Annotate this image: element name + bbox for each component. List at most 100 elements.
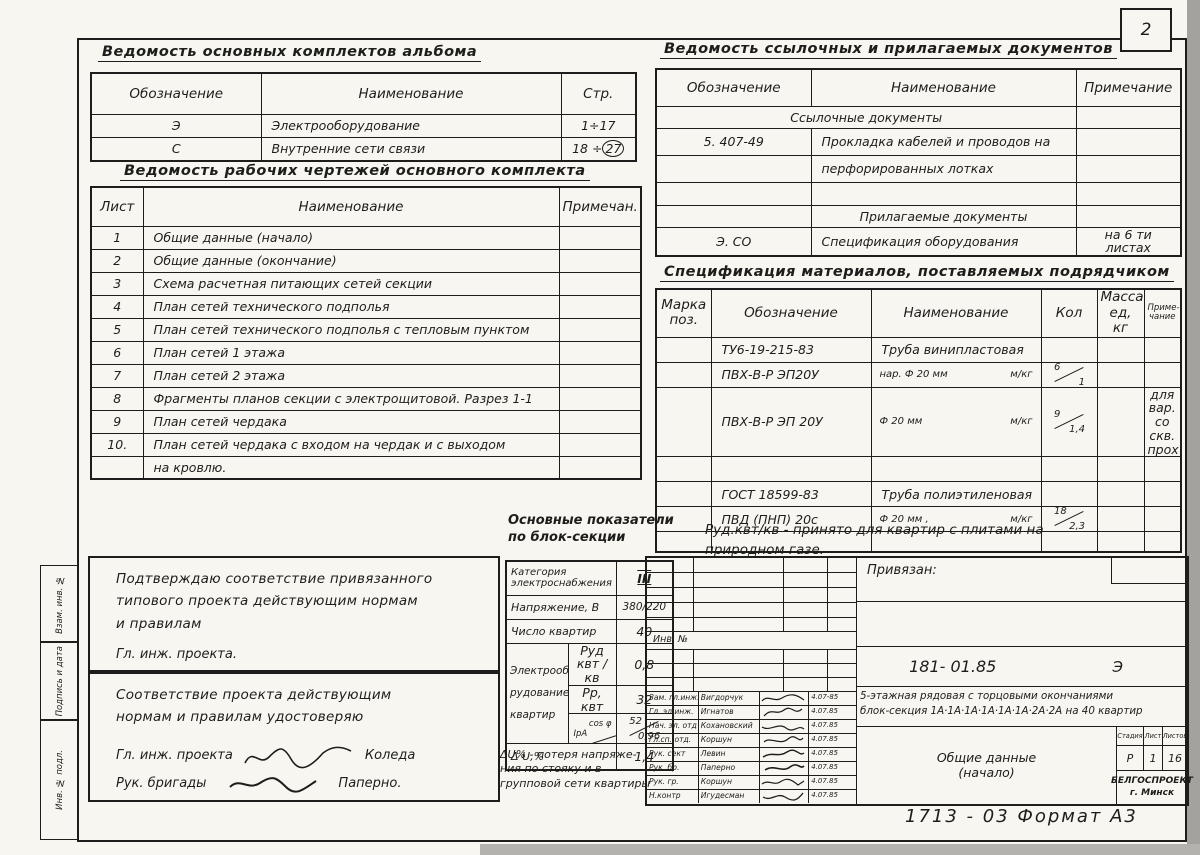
materials-table: Марка поз. Обозначение Наименование Кол … — [655, 288, 1182, 553]
col-header: Обозначение — [655, 68, 812, 107]
table-row: 6 План сетей 1 этажа — [90, 340, 642, 365]
table-row: Э Электрооборудование 1÷17 — [90, 113, 637, 138]
privyazan-label: Привязан: — [867, 563, 937, 578]
signature-row: Рук. бр. Паперно 4.07.85 — [647, 762, 856, 776]
title-block-grid: Инв. № Зам. гл.инж. Вигдорчук 4.07-85 Гл.… — [647, 558, 857, 804]
section-row: Ссылочные документы — [655, 105, 1182, 129]
table-row — [655, 531, 1182, 553]
stage-header: Листов — [1162, 732, 1188, 740]
signature-row: Гл. эл.инж. Игнатов 4.07.85 — [647, 706, 856, 720]
margin-label: Взам. инв. № — [54, 574, 65, 634]
table-row: С Внутренние сети связи 18 ÷ 27 — [90, 136, 637, 162]
stage-value: Р — [1117, 746, 1144, 770]
sheets-total-value: 16 — [1168, 751, 1182, 765]
worklist-table: Лист Наименование Примечан. 1 Общие данны… — [90, 186, 642, 480]
col-header: Примечан. — [558, 186, 642, 227]
section-label: Ссылочные документы — [655, 105, 1077, 129]
refdocs-table: Обозначение Наименование Примечание Ссыл… — [655, 68, 1182, 257]
refdocs-title: Ведомость ссылочных и прилагаемых докуме… — [660, 41, 1117, 59]
sheet-number: 2 — [1140, 20, 1152, 40]
col-header: Наименование — [810, 68, 1077, 107]
signature-icon — [763, 749, 805, 758]
quantity-fraction: 18 2,3 — [1054, 506, 1085, 532]
scan-edge-right — [1187, 0, 1200, 855]
ipa-cos-value: 52 0,96 — [629, 715, 661, 742]
table-row: Э. СО Спецификация оборудования на 6 ти ли… — [655, 226, 1182, 257]
empty-row — [857, 602, 1187, 647]
table-row: 10. План сетей чердака с входом на чердак… — [90, 432, 642, 457]
project-code: 181- 01.85 — [909, 657, 997, 676]
section-row: Прилагаемые документы — [655, 204, 1182, 228]
table-row: 5 План сетей технического подполья с тепл… — [90, 317, 642, 342]
title-block: Инв. № Зам. гл.инж. Вигдорчук 4.07-85 Гл.… — [645, 556, 1193, 806]
signature-row: Нач. эл. отд Кохановский 4.07.85 — [647, 720, 856, 734]
rud-note: Руд.квт/кв - принято для квартир с плита… — [705, 522, 1044, 559]
attestation-box-2: Соответствие проекта действующим нормам … — [88, 672, 500, 802]
table-row: 1 Общие данные (начало) — [90, 225, 642, 250]
col-header: Наименование — [142, 186, 560, 227]
materials-title: Спецификация материалов, поставляемых по… — [660, 264, 1174, 282]
table-row: ПВД (ПНП) 20с Ф 20 мм , м/кг 18 2,3 — [655, 506, 1182, 533]
organization: БЕЛГОСПРОЕКТ г. Минск — [1111, 776, 1193, 798]
signature-row: Н.контр Игудесман 4.07.85 — [647, 790, 856, 803]
attestation-box-1: Подтверждаю соответствие привязанного ти… — [88, 556, 500, 672]
signature-row: Рук. гр. Коршун 4.07.85 — [647, 776, 856, 790]
table-row: ТУ6-19-215-83 Труба винипластовая — [655, 336, 1182, 363]
col-header: Примечание — [1075, 68, 1182, 107]
du-note: ΔU% - потеря напряже- ния по стояку и в … — [500, 748, 651, 790]
col-header: Обозначение — [90, 72, 262, 115]
col-header: Наименование — [260, 72, 562, 115]
indicators-title: Основные показатели по блок-секции — [508, 513, 674, 545]
table-row: на кровлю. — [90, 455, 642, 480]
table-row: перфорированных лотках — [655, 154, 1182, 183]
signature-icon — [761, 694, 805, 702]
table-row — [655, 456, 1182, 483]
project-description: 5-этажная рядовая с торцовыми окончаниям… — [857, 687, 1187, 727]
format-note: 1713 - 03 Формат А3 — [905, 806, 1138, 827]
album-table: Обозначение Наименование Стр. Э Электроо… — [90, 72, 637, 162]
quantity-fraction: 9 1,4 — [1054, 408, 1085, 435]
table-row: ГОСТ 18599-83 Труба полиэтиленовая — [655, 481, 1182, 508]
signature-row: Гл.сп. отд. Коршун 4.07.85 — [647, 734, 856, 748]
signature-row: Зам. гл.инж. Вигдорчук 4.07-85 — [647, 692, 856, 706]
category-value: III — [637, 570, 652, 586]
table-row: ПВХ-В-Р ЭП 20У Ф 20 мм м/кг 9 1,4 для вар.… — [655, 386, 1182, 458]
margin-box-inv: Инв. № подл. — [40, 719, 79, 840]
set-mark: Э — [1112, 657, 1123, 676]
signature-icon — [764, 707, 803, 717]
scan-edge-bottom — [480, 844, 1200, 855]
margin-box-vzam: Взам. инв. № — [40, 565, 79, 643]
table-row: 2 Общие данные (окончание) — [90, 248, 642, 273]
inv-no-label: Инв. № — [647, 632, 856, 650]
signature-icon — [765, 764, 806, 771]
table-row: 4 План сетей технического подполья — [90, 294, 642, 319]
margin-label: Инв. № подл. — [54, 749, 65, 810]
worklist-title: Ведомость рабочих чертежей основного ком… — [120, 163, 590, 181]
section-label: Прилагаемые документы — [810, 204, 1077, 228]
sheet-number-box: 2 — [1120, 8, 1172, 52]
signature-icon — [762, 778, 805, 786]
table-row: 8 Фрагменты планов секции с электрощитово… — [90, 386, 642, 411]
stage-header: Стадия — [1117, 727, 1144, 745]
col-header: Марка поз. — [655, 288, 712, 338]
col-header: Кол — [1040, 288, 1098, 338]
signature-icon — [763, 792, 804, 801]
document-title: Общие данные (начало) — [857, 727, 1117, 804]
signature-row: Рук. сект Левин 4.07.85 — [647, 748, 856, 762]
signature-icon — [762, 725, 805, 731]
empty-cell — [1111, 558, 1187, 584]
table-row: 5. 407-49 Прокладка кабелей и проводов на — [655, 127, 1182, 156]
signature-icon — [244, 746, 352, 768]
col-header: Стр. — [560, 72, 637, 115]
table-row: 9 План сетей чердака — [90, 409, 642, 434]
table-row — [655, 181, 1182, 206]
margin-box-podpis: Подпись и дата — [40, 641, 79, 721]
table-row: 3 Схема расчетная питающих сетей секции — [90, 271, 642, 296]
album-table-title: Ведомость основных комплектов альбома — [98, 44, 482, 62]
table-row: 7 План сетей 2 этажа — [90, 363, 642, 388]
col-header: Наименование — [870, 288, 1042, 338]
drawing-frame — [77, 38, 1187, 842]
